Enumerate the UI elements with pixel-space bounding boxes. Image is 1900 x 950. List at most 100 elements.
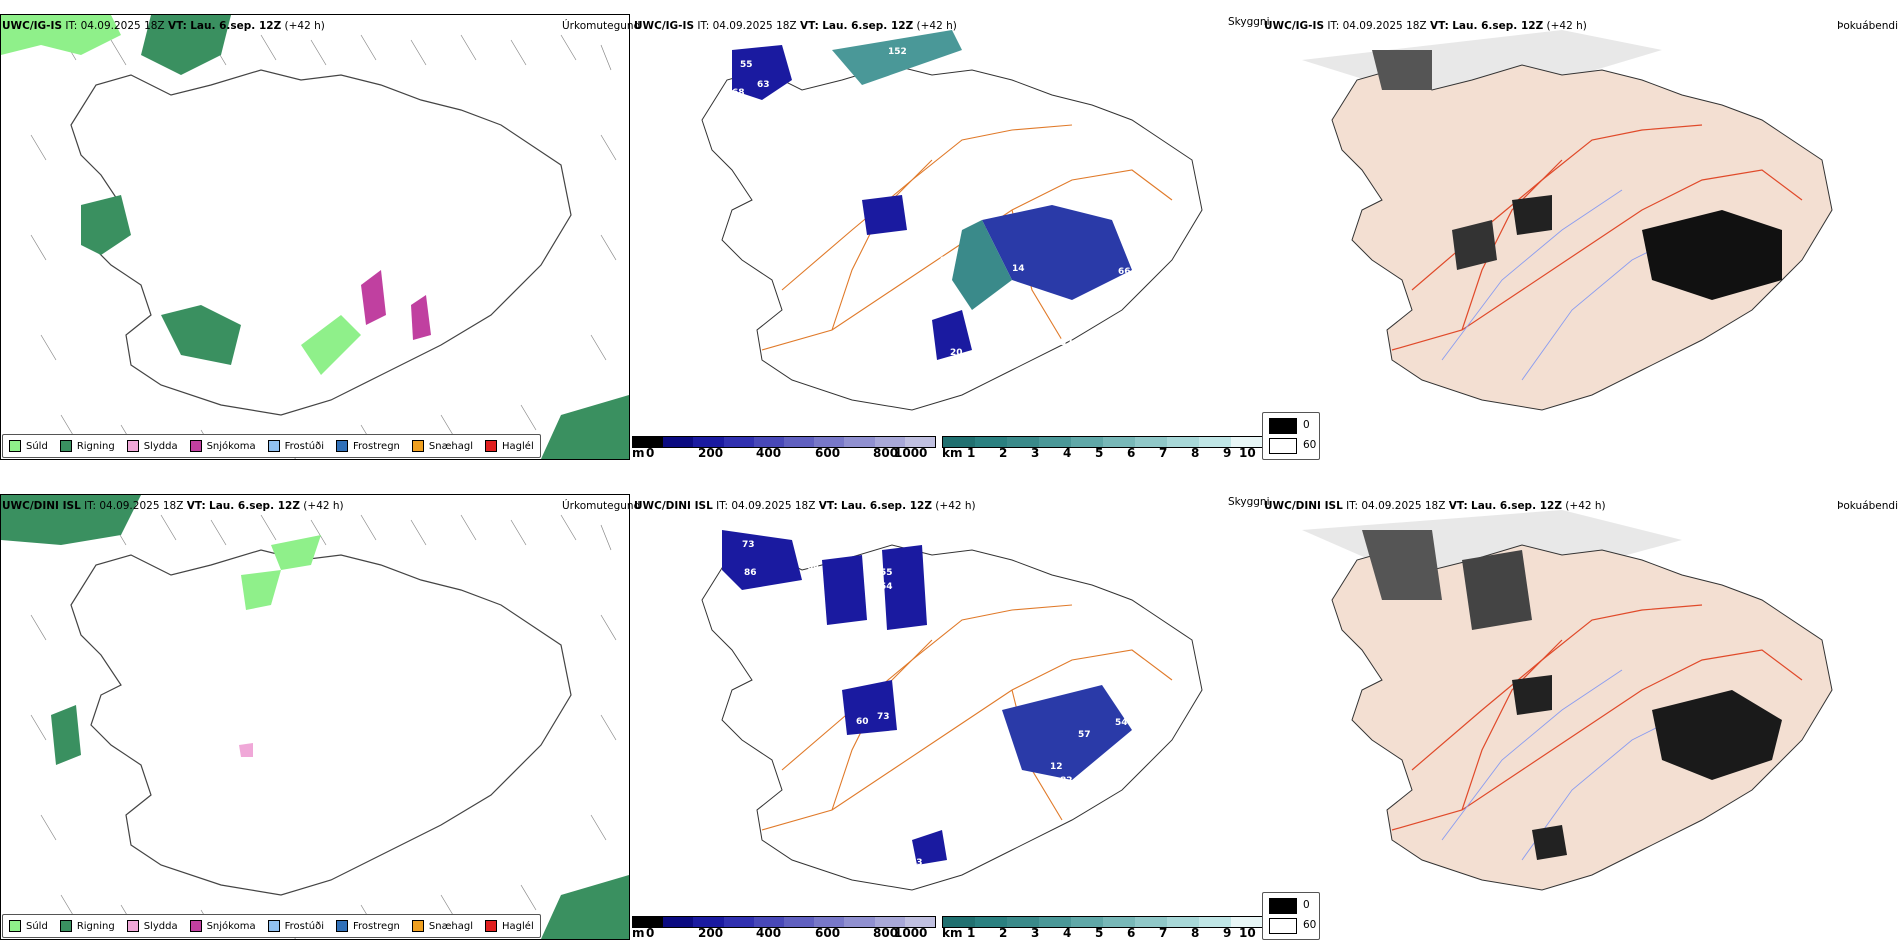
cloud-base-tick: 600	[815, 446, 841, 460]
cloud-area-center	[862, 195, 907, 235]
cloud-base-tick: 800	[873, 926, 899, 940]
cloud-base-tick: 600	[815, 926, 841, 940]
fog-area-nw	[1362, 530, 1442, 600]
cloud-base-tick: 200	[698, 446, 724, 460]
cloud-base-tick: 1000	[894, 926, 928, 940]
fog-panel-title: UWC/DINI ISL IT: 04.09.2025 18Z VT: Lau.…	[1264, 500, 1606, 512]
cloud-label: 92	[940, 256, 953, 266]
fog-area-n	[1462, 550, 1532, 630]
cloud-base-unit: m	[632, 446, 645, 460]
cloud-label: 12	[1050, 762, 1063, 772]
cloud-base-tick: 400	[756, 446, 782, 460]
fog-area-nw	[1372, 50, 1432, 90]
fog-legend-high-swatch	[1269, 418, 1297, 434]
precip-area-drizzle-nw	[241, 570, 281, 610]
visibility-title: Skyggni	[1228, 16, 1270, 28]
cloud-base-unit: m	[632, 926, 645, 940]
cloud-base-colorbar	[632, 916, 936, 928]
visibility-title: Skyggni	[1228, 496, 1270, 508]
fog-indicator-panel: Skyggni UWC/IG-IS IT: 04.09.2025 18Z VT:…	[1228, 0, 1900, 470]
legend-item-drizzle: Súld	[9, 920, 48, 932]
cloud-label: 55	[740, 60, 753, 70]
legend-item-sleet: Slydda	[126, 440, 178, 452]
legend-item-sleet: Slydda	[126, 920, 178, 932]
precip-area-rain-nw	[1, 495, 141, 545]
iceland-outline	[1331, 64, 1833, 411]
legend-item-drizzle: Súld	[9, 440, 48, 452]
visibility-tick: 5	[1095, 446, 1104, 460]
legend-swatch	[189, 440, 202, 452]
visibility-tick: 6	[1127, 446, 1136, 460]
visibility-tick: 1	[967, 446, 976, 460]
cloud-base-tick: 400	[756, 926, 782, 940]
cloud-label: 152	[888, 47, 907, 57]
fog-map	[1302, 30, 1833, 411]
fog-legend-low-swatch	[1269, 438, 1297, 454]
precip-area-snow-2	[411, 295, 431, 340]
legend-swatch	[411, 920, 424, 932]
model-row-igis: UWC/IG-IS IT: 04.09.2025 18Z VT: Lau. 6.…	[0, 0, 1900, 470]
cloud-label: 86	[744, 568, 757, 578]
legend-swatch	[9, 920, 21, 932]
cloud-label: 63	[757, 80, 770, 90]
visibility-tick: 4	[1063, 926, 1072, 940]
fog-title: Þokuábendi	[1837, 20, 1898, 32]
cloud-base-colorbar	[632, 436, 936, 448]
cloud-label: 52	[1060, 338, 1073, 348]
legend-item-freezing-rain: Frostregn	[336, 920, 400, 932]
precip-legend: Súld Rigning Slydda Snjókoma Frostúði Fr…	[2, 914, 541, 938]
visibility-tick: 7	[1159, 926, 1168, 940]
precip-area-rain-s	[161, 305, 241, 365]
visibility-tick: 8	[1191, 926, 1200, 940]
visibility-tick: 1	[967, 926, 976, 940]
legend-swatch	[126, 920, 139, 932]
precip-type-panel: UWC/DINI ISL IT: 04.09.2025 18Z VT: Lau.…	[0, 480, 640, 950]
legend-swatch	[411, 440, 424, 452]
legend-swatch	[126, 440, 139, 452]
cloud-base-tick: 1000	[894, 446, 928, 460]
legend-swatch	[189, 920, 202, 932]
fog-area-center	[1512, 675, 1552, 715]
cloud-area-se	[1002, 685, 1132, 780]
precip-area-rain-w	[81, 195, 131, 255]
cloud-map	[701, 30, 1203, 411]
precip-map-frame	[0, 14, 630, 460]
cloud-area-nw	[732, 45, 792, 100]
visibility-tick: 10	[1239, 926, 1256, 940]
cloud-label: 15	[737, 232, 750, 242]
legend-item-freezing-drizzle: Frostúði	[267, 920, 324, 932]
cloud-label: 48	[1022, 296, 1035, 306]
visibility-tick: 6	[1127, 926, 1136, 940]
visibility-colorbar	[942, 916, 1264, 928]
visibility-tick: 3	[1031, 926, 1040, 940]
precip-area-rain-se	[541, 395, 629, 459]
cloud-label: 66	[1118, 267, 1131, 277]
legend-swatch	[59, 440, 72, 452]
cloud-label: 20	[950, 348, 963, 358]
cloud-area-nw	[722, 530, 802, 590]
visibility-tick: 3	[1031, 446, 1040, 460]
precip-map-frame	[0, 494, 630, 940]
legend-swatch	[336, 920, 348, 932]
legend-swatch	[59, 920, 72, 932]
model-row-dini: UWC/DINI ISL IT: 04.09.2025 18Z VT: Lau.…	[0, 480, 1900, 950]
fog-panel-title: UWC/IG-IS IT: 04.09.2025 18Z VT: Lau. 6.…	[1264, 20, 1587, 32]
fog-legend-low-swatch	[1269, 918, 1297, 934]
iceland-outline	[701, 64, 1203, 411]
visibility-tick: 4	[1063, 446, 1072, 460]
precip-area-drizzle-n	[271, 535, 321, 570]
cloud-visibility-panel: UWC/DINI ISL IT: 04.09.2025 18Z VT: Lau.…	[632, 480, 1264, 950]
fog-area-center	[1512, 195, 1552, 235]
fog-legend-low-label: 60	[1303, 439, 1317, 451]
fog-area-s	[1532, 825, 1567, 860]
cloud-label: 13	[910, 858, 923, 868]
legend-item-freezing-drizzle: Frostúði	[267, 440, 324, 452]
cloud-area-n2	[882, 545, 927, 630]
fog-area-se	[1652, 690, 1782, 780]
legend-item-rain: Rigning	[59, 920, 115, 932]
legend-swatch	[485, 440, 498, 452]
cloud-label: 73	[742, 540, 755, 550]
legend-swatch	[267, 920, 280, 932]
precip-legend: Súld Rigning Slydda Snjókoma Frostúði Fr…	[2, 434, 541, 458]
legend-item-hail: Haglél	[485, 920, 534, 932]
